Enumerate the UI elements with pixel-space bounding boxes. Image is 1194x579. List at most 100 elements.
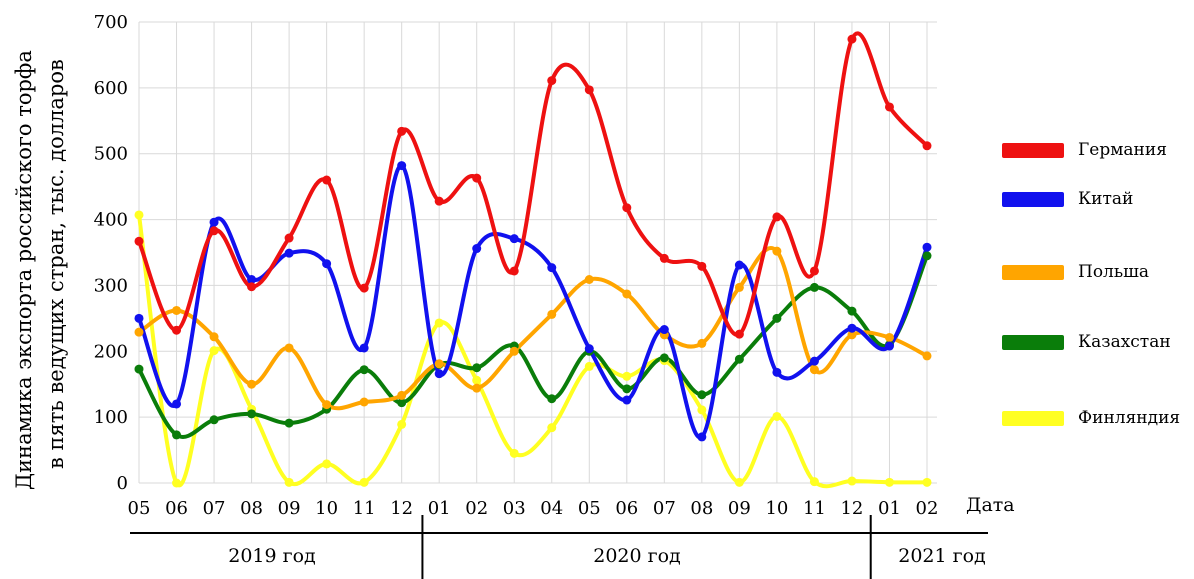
data-point bbox=[772, 313, 782, 323]
data-point bbox=[847, 323, 857, 333]
data-point bbox=[622, 395, 632, 405]
data-point bbox=[809, 266, 819, 276]
x-tick-label: 10 bbox=[315, 498, 338, 519]
data-point bbox=[697, 405, 707, 415]
x-axis-ticks: 05 06 07 08 09 10 11 12 01 02 03 04 05 06 07 08 09 10 11 12… bbox=[128, 498, 939, 519]
series-lines bbox=[137, 31, 929, 489]
year-label: 2020 год bbox=[593, 545, 681, 567]
data-point bbox=[884, 341, 894, 351]
data-point bbox=[772, 212, 782, 222]
legend-label: Финляндия bbox=[1078, 408, 1181, 428]
x-tick-label: 08 bbox=[240, 498, 263, 519]
data-point bbox=[659, 253, 669, 263]
data-point bbox=[584, 275, 594, 285]
data-point bbox=[322, 459, 332, 469]
data-point bbox=[509, 448, 519, 458]
x-tick-label: 09 bbox=[278, 498, 301, 519]
data-point bbox=[697, 338, 707, 348]
x-tick-label: 11 bbox=[353, 498, 376, 519]
x-tick-label: 04 bbox=[540, 498, 563, 519]
data-point bbox=[472, 383, 482, 393]
x-tick-label: 05 bbox=[578, 498, 601, 519]
data-point bbox=[134, 313, 144, 323]
legend-item: Финляндия bbox=[1002, 406, 1180, 430]
y-axis-title-line-1: Динамика экспорта российского торфа bbox=[12, 50, 36, 490]
x-tick-label: 09 bbox=[728, 498, 751, 519]
data-point bbox=[809, 365, 819, 375]
data-point bbox=[884, 332, 894, 342]
legend-label: Казахстан bbox=[1078, 332, 1171, 352]
data-point bbox=[397, 390, 407, 400]
data-point bbox=[922, 251, 932, 261]
legend-swatch bbox=[1002, 410, 1064, 426]
y-tick-label: 600 bbox=[94, 78, 128, 99]
data-point bbox=[247, 409, 257, 419]
data-point bbox=[134, 236, 144, 246]
x-tick-label: 11 bbox=[803, 498, 826, 519]
data-point bbox=[922, 242, 932, 252]
data-point bbox=[209, 415, 219, 425]
y-tick-label: 100 bbox=[94, 407, 128, 428]
data-point bbox=[247, 275, 257, 285]
data-point bbox=[697, 390, 707, 400]
data-point bbox=[734, 260, 744, 270]
data-point bbox=[172, 399, 182, 409]
x-tick-label: 08 bbox=[690, 498, 713, 519]
data-point bbox=[847, 476, 857, 486]
x-tick-label: 10 bbox=[765, 498, 788, 519]
x-tick-label: 06 bbox=[615, 498, 638, 519]
data-point bbox=[172, 305, 182, 315]
data-point bbox=[734, 329, 744, 339]
data-point bbox=[209, 346, 219, 356]
legend-item: Германия bbox=[1002, 138, 1167, 162]
legend-item: Польша bbox=[1002, 260, 1149, 284]
data-point bbox=[584, 85, 594, 95]
data-point bbox=[509, 346, 519, 356]
x-tick-label: 01 bbox=[428, 498, 451, 519]
data-point bbox=[847, 330, 857, 340]
legend-label: Польша bbox=[1078, 262, 1150, 282]
x-tick-label: 07 bbox=[203, 498, 226, 519]
y-axis-title-line-2: в пять ведущих стран, тыс. долларов bbox=[44, 59, 68, 469]
data-point bbox=[622, 384, 632, 394]
y-tick-label: 500 bbox=[94, 144, 128, 165]
data-point bbox=[772, 411, 782, 421]
data-point bbox=[734, 282, 744, 292]
data-point bbox=[434, 196, 444, 206]
legend-swatch bbox=[1002, 191, 1064, 207]
data-point bbox=[434, 359, 444, 369]
legend-label: Китай bbox=[1078, 189, 1134, 209]
data-point bbox=[284, 477, 294, 487]
data-point bbox=[509, 234, 519, 244]
data-point bbox=[622, 289, 632, 299]
x-axis-title: Дата bbox=[966, 494, 1015, 516]
data-point bbox=[659, 325, 669, 335]
data-point bbox=[284, 248, 294, 258]
data-point bbox=[322, 259, 332, 269]
data-point bbox=[847, 306, 857, 316]
data-point bbox=[584, 361, 594, 371]
data-point bbox=[884, 102, 894, 112]
data-point bbox=[472, 363, 482, 373]
data-point bbox=[472, 244, 482, 254]
series-points bbox=[134, 34, 932, 488]
data-point bbox=[922, 477, 932, 487]
x-tick-label: 01 bbox=[878, 498, 901, 519]
y-tick-label: 200 bbox=[94, 341, 128, 362]
data-point bbox=[922, 141, 932, 151]
series-line bbox=[137, 163, 929, 440]
legend-swatch bbox=[1002, 264, 1064, 280]
data-point bbox=[397, 161, 407, 171]
data-point bbox=[359, 397, 369, 407]
year-label: 2021 год bbox=[898, 545, 986, 567]
data-point bbox=[397, 126, 407, 136]
data-point bbox=[547, 394, 557, 404]
data-point bbox=[697, 432, 707, 442]
data-point bbox=[247, 282, 257, 292]
x-tick-label: 02 bbox=[916, 498, 939, 519]
data-point bbox=[172, 325, 182, 335]
series-line bbox=[137, 246, 929, 411]
series-line bbox=[137, 253, 929, 439]
data-point bbox=[172, 430, 182, 440]
data-point bbox=[547, 76, 557, 86]
